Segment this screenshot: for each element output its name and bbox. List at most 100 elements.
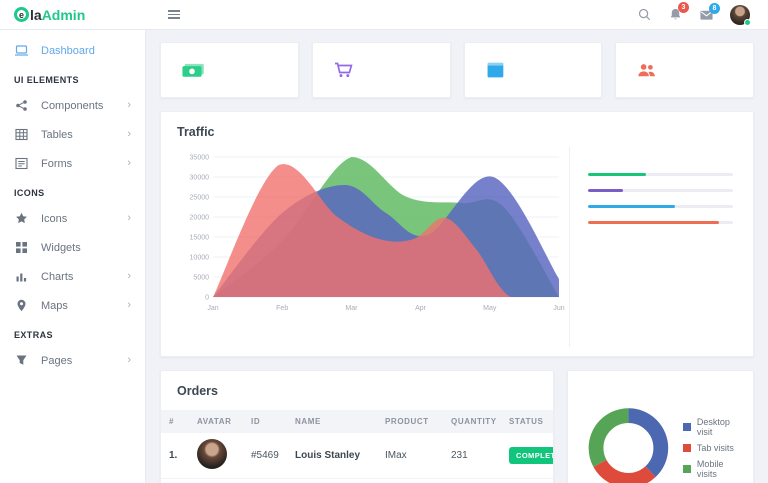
stat-card-clients: [615, 42, 754, 98]
sidebar-item-label: Widgets: [41, 241, 81, 254]
main-content: Traffic 0 5000 10000 15000 20000 25000 30000 35…: [146, 30, 768, 483]
svg-text:10000: 10000: [190, 255, 210, 262]
order-product: IPad: [377, 478, 443, 483]
order-row: 2.#5468Gregory DixonIPad250COMPLETE: [161, 478, 553, 483]
sidebar-item-dashboard[interactable]: Dashboard: [0, 36, 145, 65]
order-avatar: [197, 439, 227, 469]
table-icon: [14, 127, 29, 142]
menu-toggle-icon[interactable]: [168, 8, 180, 21]
sidebar-item-charts[interactable]: Charts ›: [0, 262, 145, 291]
orders-col-product: PRODUCT: [377, 410, 443, 433]
sidebar-item-tables[interactable]: Tables ›: [0, 120, 145, 149]
sidebar-item-label: Tables: [41, 128, 73, 141]
donut-legend: Desktop visit Tab visits Mobile visits: [682, 411, 743, 483]
order-id: #5469: [243, 433, 287, 479]
progress-bar: [588, 189, 733, 192]
svg-text:Mar: Mar: [345, 305, 358, 312]
sidebar-item-components[interactable]: Components ›: [0, 91, 145, 120]
sidebar-section-extras: EXTRAS: [14, 330, 53, 340]
chevron-right-icon: ›: [127, 157, 131, 169]
orders-col-status: STATUS: [501, 410, 553, 433]
chevron-right-icon: ›: [127, 299, 131, 311]
sidebar-item-label: Maps: [41, 299, 68, 312]
star-icon: [14, 211, 29, 226]
chevron-right-icon: ›: [127, 128, 131, 140]
sidebar-item-label: Charts: [41, 270, 74, 283]
traffic-card: Traffic 0 5000 10000 15000 20000 25000 30000 35…: [160, 111, 754, 357]
legend-label: Desktop visit: [696, 417, 730, 437]
svg-text:5000: 5000: [193, 275, 209, 282]
notification-count-badge: 3: [678, 2, 689, 13]
money-icon: [179, 61, 209, 79]
visit-stat-visits: [588, 173, 733, 176]
orders-col-avatar: AVATAR: [189, 410, 243, 433]
notifications-bell-icon[interactable]: 3: [668, 2, 689, 22]
legend-item-desktop-visit[interactable]: Desktop visit: [682, 417, 743, 437]
svg-text:May: May: [483, 305, 497, 312]
stat-card-sales: [311, 42, 451, 98]
sidebar-section-icons: ICONS: [14, 188, 45, 198]
form-icon: [14, 156, 29, 171]
legend-item-tab-visits[interactable]: Tab visits: [682, 443, 743, 453]
order-name: Gregory Dixon: [287, 478, 377, 483]
chevron-right-icon: ›: [127, 99, 131, 111]
orders-card: Orders # AVATAR ID NAME PRODUCT QUANTITY STATU…: [160, 370, 554, 483]
visit-stat-targeted-visitors: [588, 221, 733, 224]
order-quantity: 231: [443, 433, 501, 479]
svg-text:Feb: Feb: [276, 305, 288, 312]
sidebar-item-pages[interactable]: Pages ›: [0, 346, 145, 375]
sidebar-item-forms[interactable]: Forms ›: [0, 149, 145, 178]
orders-col-num: #: [161, 410, 189, 433]
sidebar-item-widgets[interactable]: Widgets: [0, 233, 145, 262]
brand-text-accent: Admin: [41, 6, 86, 23]
order-status-badge[interactable]: COMPLETE: [509, 447, 553, 464]
sidebar: Dashboard UI ELEMENTS Components › Tables › Fo…: [0, 30, 146, 483]
svg-text:25000: 25000: [190, 195, 210, 202]
widgets-icon: [14, 240, 29, 255]
orders-title: Orders: [177, 384, 218, 398]
legend-swatch: [682, 465, 691, 473]
svg-text:Jun: Jun: [553, 305, 564, 312]
order-product: IMax: [377, 433, 443, 479]
legend-swatch: [682, 444, 691, 452]
sidebar-item-label: Dashboard: [41, 44, 95, 57]
svg-text:Apr: Apr: [415, 305, 427, 312]
orders-table: # AVATAR ID NAME PRODUCT QUANTITY STATUS 1. #54…: [161, 410, 553, 483]
stats-row: [160, 42, 754, 98]
search-icon[interactable]: [637, 7, 652, 22]
legend-item-mobile-visits[interactable]: Mobile visits: [682, 459, 743, 479]
users-icon: [634, 61, 664, 79]
visit-stat-bounce-rate: [588, 189, 733, 192]
visit-stat-unique-visitors: [588, 205, 733, 208]
svg-text:15000: 15000: [190, 235, 210, 242]
chevron-right-icon: ›: [127, 270, 131, 282]
sidebar-item-label: Icons: [41, 212, 68, 225]
components-icon: [14, 98, 29, 113]
brand-e-icon: e: [14, 7, 29, 22]
sidebar-item-label: Pages: [41, 354, 73, 367]
online-status-dot: [744, 18, 751, 26]
traffic-title: Traffic: [177, 125, 215, 139]
sidebar-item-maps[interactable]: Maps ›: [0, 291, 145, 320]
progress-bar: [588, 173, 733, 176]
device-visits-card: Desktop visit Tab visits Mobile visits: [567, 370, 754, 483]
sidebar-item-icons[interactable]: Icons ›: [0, 204, 145, 233]
sidebar-section-ui-elements: UI ELEMENTS: [14, 75, 79, 85]
traffic-area-chart[interactable]: 0 5000 10000 15000 20000 25000 30000 35000 Jan Fe…: [177, 147, 569, 347]
messages-mail-icon[interactable]: 8: [699, 2, 720, 22]
bar-chart-icon: [14, 269, 29, 284]
svg-text:20000: 20000: [190, 215, 210, 222]
device-visits-donut-chart[interactable]: [584, 400, 673, 483]
legend-label: Tab visits: [696, 443, 734, 453]
filter-icon: [14, 353, 29, 368]
sidebar-item-label: Components: [41, 99, 104, 112]
stat-card-templates: [463, 42, 603, 98]
map-pin-icon: [14, 298, 29, 313]
orders-col-id: ID: [243, 410, 287, 433]
svg-text:30000: 30000: [190, 175, 210, 182]
user-avatar[interactable]: [730, 4, 751, 26]
logo[interactable]: e la Admin: [0, 7, 146, 23]
header-actions: 3 8: [637, 2, 768, 26]
order-id: #5468: [243, 478, 287, 483]
browser-window-icon: [483, 61, 513, 79]
